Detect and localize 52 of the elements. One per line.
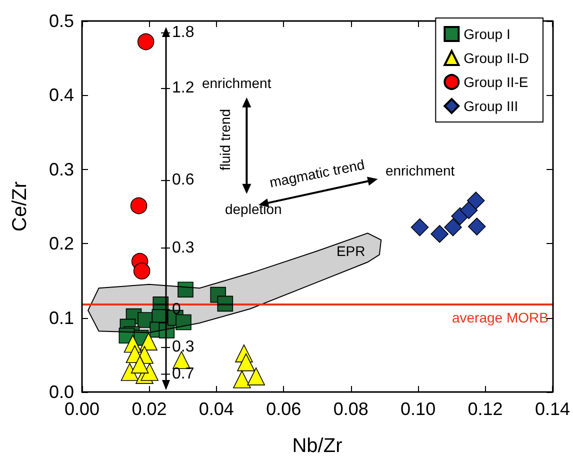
point — [140, 332, 158, 350]
legend-label: Group III — [464, 98, 518, 114]
point — [130, 356, 149, 374]
x-axis-title: Nb/Zr — [292, 435, 343, 457]
x-tick-label: 0.10 — [400, 399, 436, 419]
point — [233, 370, 251, 388]
annotation: 1.8 — [172, 24, 194, 42]
legend-label: Group II-E — [464, 74, 528, 90]
x-tick-label: 0.00 — [64, 399, 100, 419]
annotation: depletion — [224, 200, 282, 217]
y-tick-label: 0.1 — [48, 308, 74, 328]
legend-label: Group II-D — [464, 50, 530, 66]
x-tick-label: 0.08 — [333, 399, 368, 419]
y-tick-label: 0.2 — [48, 234, 74, 254]
point — [247, 368, 265, 386]
point — [460, 201, 478, 220]
annotation: enrichment — [202, 74, 272, 91]
point — [237, 353, 255, 372]
annotation: 0.6 — [172, 172, 194, 189]
y-tick-label: 0.5 — [48, 11, 74, 31]
point — [410, 218, 429, 236]
annotation: magmatic trend — [268, 156, 366, 190]
annotation: 1.2 — [172, 80, 194, 97]
point — [444, 218, 462, 236]
point — [178, 282, 194, 298]
point — [133, 262, 150, 280]
annotation: fluid trend — [217, 108, 234, 170]
point — [176, 314, 192, 330]
y-tick-label: 0.3 — [48, 159, 74, 180]
legend-label: Group I — [464, 26, 510, 42]
point — [468, 218, 486, 236]
annotation: 0.7 — [172, 365, 194, 382]
ref-line-label: average MORB — [452, 309, 548, 326]
point — [130, 197, 148, 214]
annotation: 0 — [172, 300, 182, 318]
x-tick-label: 0.02 — [132, 399, 167, 419]
annotation: enrichment — [385, 162, 455, 178]
point — [466, 192, 485, 210]
x-tick-label: 0.06 — [266, 399, 302, 419]
y-tick-label: 0.4 — [48, 85, 74, 106]
y-axis-title: Ce/Zr — [9, 181, 31, 232]
point — [120, 363, 139, 381]
point — [140, 363, 158, 381]
annotation: EPR — [336, 243, 366, 260]
point — [137, 33, 154, 50]
point — [430, 225, 448, 243]
annotation: 0.3 — [172, 338, 194, 356]
y-tick-label: 0.0 — [48, 382, 74, 402]
x-tick-label: 0.04 — [198, 399, 234, 419]
annotation: 0.3 — [172, 239, 194, 256]
x-tick-label: 0.12 — [468, 399, 503, 419]
x-tick-label: 0.14 — [534, 399, 570, 419]
